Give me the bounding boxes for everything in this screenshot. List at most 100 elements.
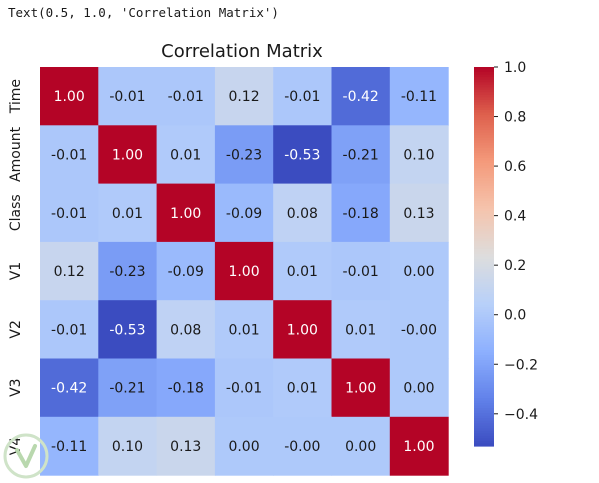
- colorbar-segment: [474, 415, 494, 419]
- colorbar-segment: [474, 150, 494, 154]
- colorbar-segment: [474, 223, 494, 227]
- colorbar-segment: [474, 332, 494, 336]
- colorbar-segment: [474, 375, 494, 379]
- colorbar-segment: [474, 322, 494, 326]
- colorbar-segment: [474, 261, 494, 265]
- colorbar-segment: [474, 77, 494, 81]
- heatmap-cell: [389, 358, 449, 418]
- colorbar-segment: [474, 385, 494, 389]
- heatmap-cell: [389, 67, 449, 126]
- colorbar-segment: [474, 163, 494, 167]
- colorbar-segment: [474, 92, 494, 96]
- colorbar-segment: [474, 200, 494, 205]
- colorbar-tick-label: 0.8: [504, 110, 526, 126]
- colorbar-segment: [474, 226, 494, 230]
- heatmap-cell: [156, 241, 216, 301]
- heatmap-cell: [98, 125, 158, 185]
- heatmap-cell: [389, 416, 449, 476]
- heatmap-cells: 1.00 -0.01 -0.01 0.12 -0.01 -0.42 -0.11 -0.01 1.…: [40, 67, 449, 476]
- colorbar-segment: [474, 185, 494, 189]
- colorbar-segment: [474, 168, 494, 172]
- colorbar-segment: [474, 312, 494, 316]
- heatmap-cell: [98, 67, 158, 126]
- colorbar-segment: [474, 413, 494, 417]
- heatmap-cell: [389, 300, 449, 360]
- colorbar-segment: [474, 99, 494, 103]
- colorbar-segment: [474, 259, 494, 263]
- colorbar-segment: [474, 107, 494, 111]
- cell-annotation: -0.11: [401, 89, 437, 105]
- colorbar-segment: [474, 352, 494, 356]
- heatmap-cell: [331, 241, 391, 301]
- colorbar-segment: [474, 425, 494, 429]
- colorbar-segment: [474, 294, 494, 298]
- colorbar-segment: [474, 420, 494, 424]
- cell-annotation: -0.01: [226, 381, 262, 397]
- colorbar-tick-label: −0.2: [504, 357, 538, 373]
- y-tick-label: Time: [8, 79, 24, 114]
- colorbar-segment: [474, 188, 494, 192]
- heatmap-cell: [389, 183, 449, 243]
- colorbar-segment: [474, 79, 494, 83]
- colorbar-segment: [474, 213, 494, 217]
- colorbar-segment: [474, 329, 494, 333]
- colorbar-segment: [474, 301, 494, 306]
- cell-annotation: 0.01: [287, 381, 318, 397]
- colorbar-segment: [474, 152, 494, 157]
- heatmap-cell: [40, 241, 99, 301]
- colorbar-segment: [474, 205, 494, 210]
- colorbar-segment: [474, 279, 494, 283]
- colorbar-segment: [474, 211, 494, 215]
- heatmap-cell: [98, 183, 158, 243]
- heatmap-cell: [98, 358, 158, 418]
- colorbar-segment: [474, 355, 494, 359]
- colorbar-segment: [474, 238, 494, 242]
- colorbar-segment: [474, 112, 494, 116]
- colorbar-segment: [474, 97, 494, 101]
- cell-annotation: -0.01: [51, 147, 87, 163]
- heatmap-cell: [156, 416, 216, 476]
- colorbar-segment: [474, 387, 494, 392]
- colorbar-segment: [474, 173, 494, 177]
- colorbar-segment: [474, 418, 494, 422]
- colorbar-segment: [474, 72, 494, 76]
- colorbar-segment: [474, 382, 494, 386]
- heatmap-cell: [98, 241, 158, 301]
- colorbar-segment: [474, 370, 494, 374]
- colorbar-segment: [474, 246, 494, 250]
- colorbar-segment: [474, 435, 494, 440]
- colorbar-segment: [474, 84, 494, 88]
- colorbar-segment: [474, 271, 494, 275]
- cell-annotation: 1.00: [112, 147, 143, 163]
- heatmap-cell: [273, 300, 333, 360]
- heatmap-cell: [273, 358, 333, 418]
- colorbar-segment: [474, 360, 494, 364]
- heatmap-cell: [273, 241, 333, 301]
- heatmap-cell: [40, 183, 99, 243]
- cell-annotation: -0.01: [51, 322, 87, 338]
- colorbar-segment: [474, 175, 494, 179]
- cell-annotation: 1.00: [345, 381, 376, 397]
- colorbar-segment: [474, 117, 494, 121]
- cell-annotation: -0.11: [51, 439, 87, 455]
- y-tick-label: Amount: [8, 126, 24, 182]
- cell-annotation: 0.10: [112, 439, 143, 455]
- cell-annotation: -0.53: [284, 147, 320, 163]
- chart-title: Correlation Matrix: [161, 41, 323, 62]
- colorbar-segment: [474, 392, 494, 397]
- cell-annotation: 0.01: [345, 322, 376, 338]
- colorbar-segment: [474, 299, 494, 303]
- colorbar-segment: [474, 127, 494, 131]
- colorbar-tick-label: 0.6: [504, 159, 526, 175]
- colorbar-segment: [474, 397, 494, 402]
- heatmap-cell: [331, 416, 391, 476]
- colorbar-segment: [474, 193, 494, 197]
- cell-annotation: 0.00: [403, 264, 434, 280]
- heatmap-cell: [214, 183, 274, 243]
- colorbar-segment: [474, 324, 494, 328]
- cell-annotation: 0.01: [287, 264, 318, 280]
- cell-annotation: -0.09: [168, 264, 204, 280]
- colorbar-segment: [474, 67, 494, 71]
- colorbar-segment: [474, 228, 494, 232]
- colorbar-segment: [474, 142, 494, 146]
